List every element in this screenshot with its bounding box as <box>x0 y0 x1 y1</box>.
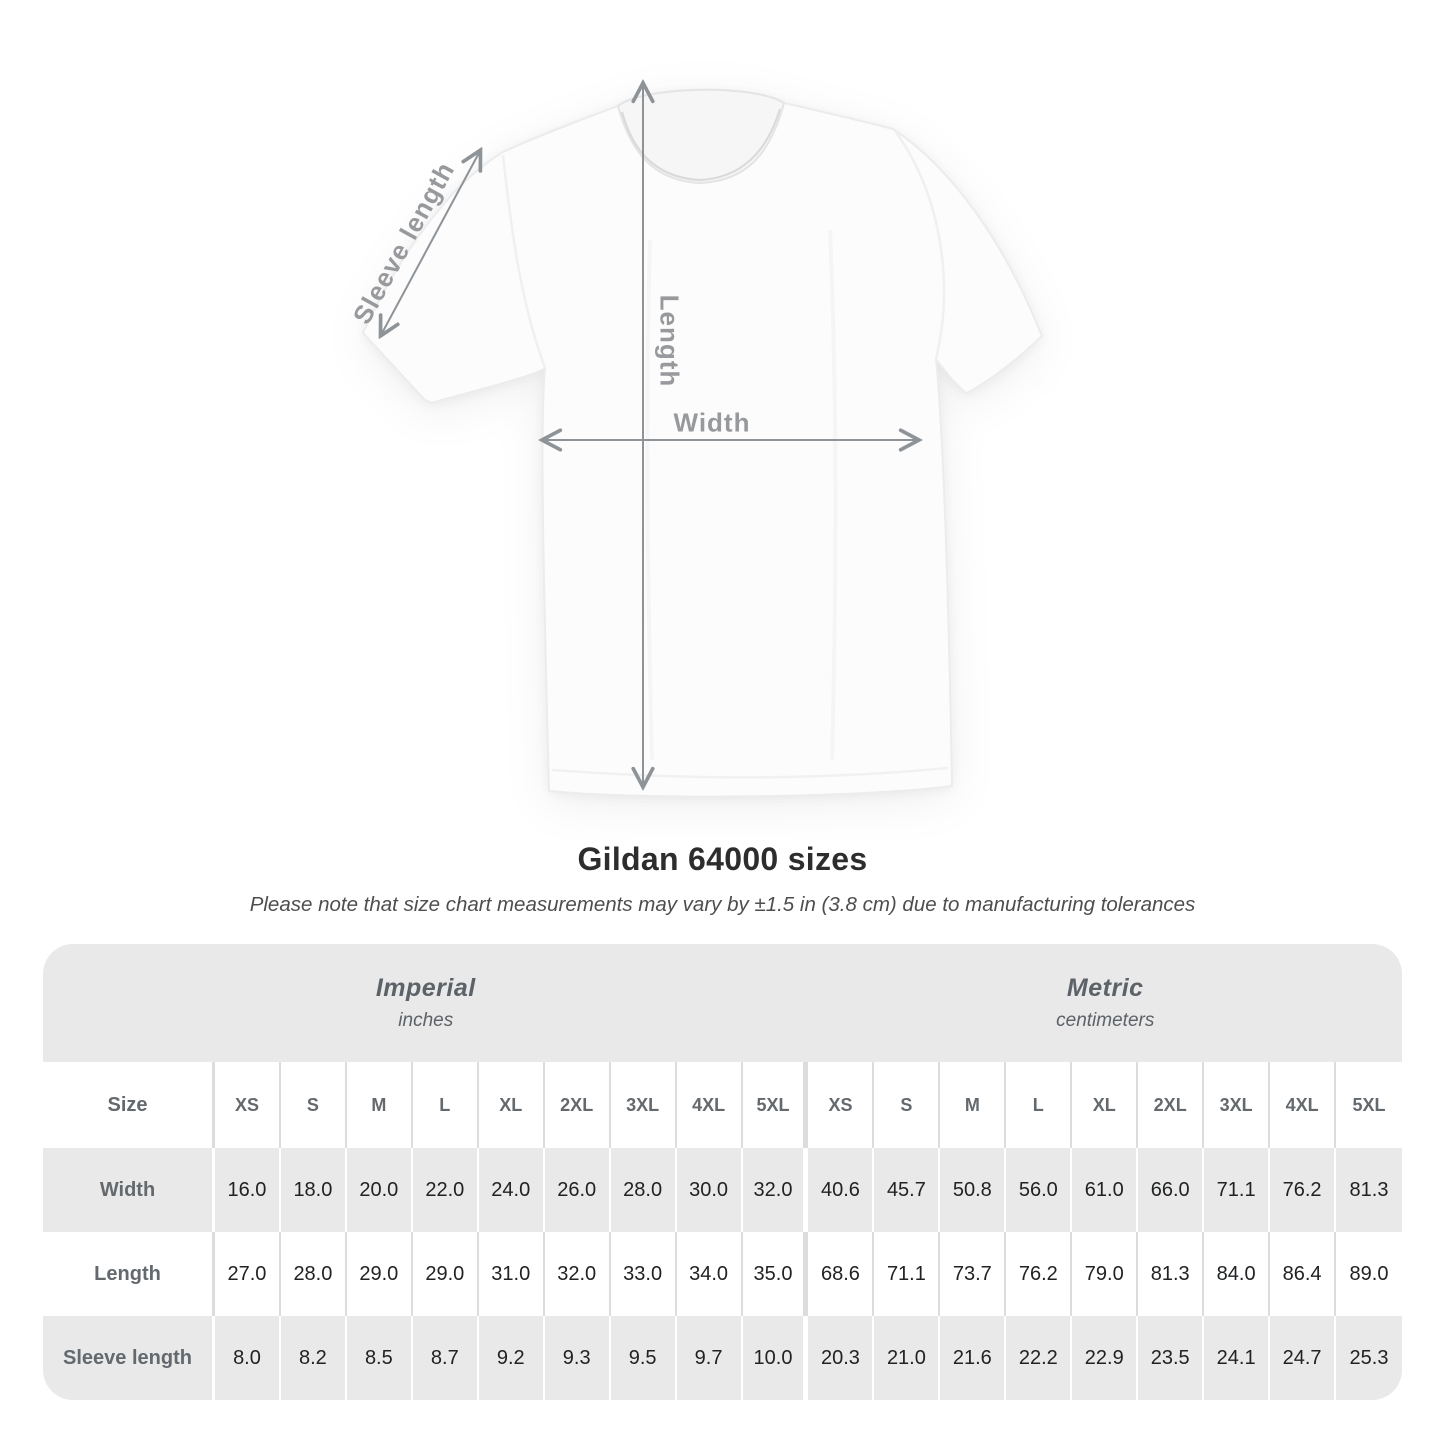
table-cell: 71.1 <box>1204 1148 1271 1232</box>
table-cell: 73.7 <box>940 1232 1007 1316</box>
table-cell: 21.6 <box>940 1316 1007 1400</box>
metric-title: Metric <box>1066 974 1144 1002</box>
size-col-header: XL <box>479 1062 545 1148</box>
table-cell: 20.0 <box>347 1148 413 1232</box>
size-col-header: L <box>1006 1062 1073 1148</box>
table-cell: 22.0 <box>413 1148 479 1232</box>
table-cell: 9.7 <box>677 1316 743 1400</box>
table-cell: 33.0 <box>611 1232 677 1316</box>
size-col-header: 2XL <box>1138 1062 1205 1148</box>
table-cell: 56.0 <box>1006 1148 1073 1232</box>
length-label: Length <box>654 294 685 388</box>
table-cell: 24.1 <box>1204 1316 1271 1400</box>
size-col-header: 3XL <box>1204 1062 1271 1148</box>
size-col-header: 3XL <box>611 1062 677 1148</box>
table-cell: 9.3 <box>545 1316 611 1400</box>
table-cell: 50.8 <box>940 1148 1007 1232</box>
measure-row-1: Length 27.0 28.0 29.0 29.0 31.0 32.0 33.0 34.0 3… <box>43 1232 1402 1316</box>
size-col-header: M <box>940 1062 1007 1148</box>
table-cell: 86.4 <box>1270 1232 1337 1316</box>
size-chart-table: Imperial inches Metric centimeters Size … <box>43 944 1402 1400</box>
table-cell: 45.7 <box>874 1148 941 1232</box>
size-col-header: 5XL <box>743 1062 809 1148</box>
table-cell: 22.2 <box>1006 1316 1073 1400</box>
table-cell: 8.2 <box>281 1316 347 1400</box>
table-cell: 27.0 <box>215 1232 281 1316</box>
imperial-unit: inches <box>398 1010 454 1031</box>
width-row-label: Width <box>43 1148 215 1232</box>
table-cell: 26.0 <box>545 1148 611 1232</box>
table-cell: 25.3 <box>1349 1346 1389 1369</box>
tshirt-image <box>362 0 1043 798</box>
table-cell: 20.3 <box>808 1316 875 1400</box>
table-cell: 76.2 <box>1006 1232 1073 1316</box>
table-cell: 8.0 <box>215 1316 281 1400</box>
size-col-header: 4XL <box>1270 1062 1337 1148</box>
size-col-header: 5XL <box>1352 1094 1386 1115</box>
length-row-label: Length <box>43 1232 215 1316</box>
table-cell: 29.0 <box>413 1232 479 1316</box>
table-cell: 16.0 <box>215 1148 281 1232</box>
table-cell: 32.0 <box>743 1148 809 1232</box>
table-cell: 9.2 <box>479 1316 545 1400</box>
size-header-row: Size XS S M L XL 2XL 3XL 4XL 5XL XS S M L XL 2XL 3XL 4XL… <box>43 1062 1402 1148</box>
size-col-header: M <box>347 1062 413 1148</box>
table-cell: 79.0 <box>1072 1232 1139 1316</box>
table-cell: 8.7 <box>413 1316 479 1400</box>
table-cell: 34.0 <box>677 1232 743 1316</box>
table-cell: 68.6 <box>808 1232 875 1316</box>
sleeve-row-label: Sleeve length <box>43 1316 215 1400</box>
metric-unit: centimeters <box>1056 1010 1155 1031</box>
table-cell: 23.5 <box>1138 1316 1205 1400</box>
table-cell: 31.0 <box>479 1232 545 1316</box>
table-cell: 32.0 <box>545 1232 611 1316</box>
table-cell: 28.0 <box>281 1232 347 1316</box>
table-cell: 24.0 <box>479 1148 545 1232</box>
table-cell: 35.0 <box>743 1232 809 1316</box>
size-col-header: XL <box>1072 1062 1139 1148</box>
table-cell: 71.1 <box>874 1232 941 1316</box>
table-cell: 9.5 <box>611 1316 677 1400</box>
table-cell: 10.0 <box>743 1316 809 1400</box>
table-cell: 18.0 <box>281 1148 347 1232</box>
table-cell: 89.0 <box>1349 1262 1389 1285</box>
table-cell: 66.0 <box>1138 1148 1205 1232</box>
table-cell: 40.6 <box>808 1148 875 1232</box>
table-cell: 61.0 <box>1072 1148 1139 1232</box>
size-col-header: XS <box>215 1062 281 1148</box>
size-row-label: Size <box>43 1062 215 1148</box>
table-cell: 28.0 <box>611 1148 677 1232</box>
table-cell: 76.2 <box>1270 1148 1337 1232</box>
sleeve-length-arrow <box>381 151 480 335</box>
size-col-header: XS <box>808 1062 875 1148</box>
table-cell: 24.7 <box>1270 1316 1337 1400</box>
table-cell: 84.0 <box>1204 1232 1271 1316</box>
table-cell: 81.3 <box>1349 1178 1389 1201</box>
size-col-header: 2XL <box>545 1062 611 1148</box>
table-cell: 22.9 <box>1072 1316 1139 1400</box>
table-cell: 8.5 <box>347 1316 413 1400</box>
tshirt-silhouette <box>362 88 1043 798</box>
size-col-header: 4XL <box>677 1062 743 1148</box>
measure-row-2: Sleeve length 8.0 8.2 8.5 8.7 9.2 9.3 9.5 9.7 10… <box>43 1316 1402 1400</box>
imperial-title: Imperial <box>375 974 476 1002</box>
page-title: Gildan 64000 sizes <box>577 841 868 877</box>
imperial-header: Imperial inches <box>43 944 809 1062</box>
table-cell: 21.0 <box>874 1316 941 1400</box>
size-col-header: S <box>281 1062 347 1148</box>
measure-row-0: Width 16.0 18.0 20.0 22.0 24.0 26.0 28.0 30.0 32… <box>43 1148 1402 1232</box>
size-col-header: S <box>874 1062 941 1148</box>
width-label: Width <box>673 407 751 438</box>
table-cell: 29.0 <box>347 1232 413 1316</box>
tolerance-note: Please note that size chart measurements… <box>249 893 1196 916</box>
metric-header: Metric centimeters <box>809 944 1403 1062</box>
table-cell: 81.3 <box>1138 1232 1205 1316</box>
size-col-header: L <box>413 1062 479 1148</box>
units-header-band: Imperial inches Metric centimeters <box>43 944 1402 1062</box>
table-cell: 30.0 <box>677 1148 743 1232</box>
